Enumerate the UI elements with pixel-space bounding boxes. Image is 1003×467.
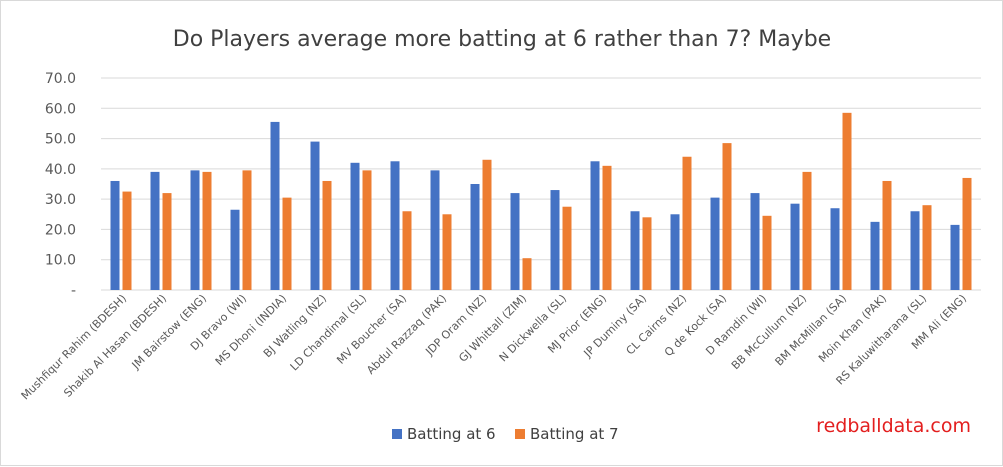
bar-batting-at-7 bbox=[122, 191, 132, 290]
x-tick-label: BM McMillan (SA) bbox=[773, 292, 850, 369]
y-tick-label: 60.0 bbox=[45, 101, 76, 117]
bar-batting-at-7 bbox=[402, 211, 412, 290]
bar-batting-at-6 bbox=[870, 221, 880, 290]
bar-batting-at-6 bbox=[950, 224, 960, 290]
x-tick-label: MS Dhoni (INDIA) bbox=[213, 292, 289, 368]
x-tick-label: LD Chandimal (SL) bbox=[288, 292, 369, 373]
bar-batting-at-7 bbox=[442, 214, 452, 290]
y-axis-ticks: - 10.0 20.0 30.0 40.0 50.0 60.0 70.0 bbox=[45, 71, 76, 299]
legend-swatch-batting-at-6 bbox=[392, 429, 402, 439]
legend-label-batting-at-6: Batting at 6 bbox=[407, 425, 496, 443]
bar-batting-at-7 bbox=[482, 159, 492, 290]
bar-batting-at-6 bbox=[710, 197, 720, 290]
bar-batting-at-6 bbox=[630, 211, 640, 290]
legend-swatch-batting-at-7 bbox=[515, 429, 525, 439]
bar-batting-at-6 bbox=[790, 203, 800, 290]
bar-batting-at-7 bbox=[682, 156, 692, 290]
bar-batting-at-6 bbox=[590, 161, 600, 290]
chart-title: Do Players average more batting at 6 rat… bbox=[173, 27, 831, 52]
bar-batting-at-6 bbox=[110, 180, 120, 290]
x-tick-label: JM Bairstow (ENG) bbox=[129, 292, 209, 372]
bar-batting-at-7 bbox=[962, 177, 972, 290]
x-axis-ticks: Mushfiqur Rahim (BDESH)Shakib Al Hasan (… bbox=[19, 292, 969, 402]
x-tick-label: N Dickwella (SL) bbox=[497, 292, 569, 364]
bar-batting-at-7 bbox=[162, 193, 172, 290]
bar-batting-at-6 bbox=[190, 170, 200, 290]
bar-batting-at-7 bbox=[602, 165, 612, 290]
y-tick-label: 20.0 bbox=[45, 222, 76, 238]
bar-batting-at-6 bbox=[910, 211, 920, 290]
x-tick-label: Moin Khan (PAK) bbox=[816, 292, 889, 365]
bar-batting-at-6 bbox=[150, 171, 160, 290]
bar-batting-at-7 bbox=[242, 170, 252, 290]
bar-batting-at-6 bbox=[390, 161, 400, 290]
x-tick-label: GJ Whittall (ZIM) bbox=[456, 292, 529, 365]
x-tick-label: BB McCullum (NZ) bbox=[729, 292, 809, 372]
bar-batting-at-7 bbox=[922, 205, 932, 290]
bar-batting-at-7 bbox=[202, 171, 212, 290]
bar-batting-at-6 bbox=[430, 170, 440, 290]
bar-batting-at-6 bbox=[510, 193, 520, 290]
bar-batting-at-7 bbox=[322, 180, 332, 290]
bar-batting-at-7 bbox=[802, 171, 812, 290]
bar-batting-at-6 bbox=[470, 184, 480, 290]
y-tick-label: - bbox=[71, 283, 76, 299]
bar-batting-at-7 bbox=[722, 143, 732, 290]
bar-batting-at-6 bbox=[670, 214, 680, 290]
bar-batting-at-6 bbox=[350, 162, 360, 290]
y-tick-label: 70.0 bbox=[45, 71, 76, 87]
bars bbox=[110, 112, 972, 291]
x-tick-label: MV Boucher (SA) bbox=[334, 292, 409, 367]
y-tick-label: 40.0 bbox=[45, 162, 76, 178]
legend: Batting at 6 Batting at 7 bbox=[392, 425, 619, 443]
bar-batting-at-7 bbox=[642, 217, 652, 290]
bar-batting-at-6 bbox=[230, 209, 240, 290]
bar-batting-at-6 bbox=[830, 208, 840, 290]
bar-batting-at-6 bbox=[310, 141, 320, 290]
bar-batting-at-7 bbox=[762, 215, 772, 290]
y-tick-label: 30.0 bbox=[45, 192, 76, 208]
bar-batting-at-7 bbox=[282, 197, 292, 290]
y-tick-label: 50.0 bbox=[45, 132, 76, 148]
bar-batting-at-7 bbox=[362, 170, 372, 290]
y-tick-label: 10.0 bbox=[45, 253, 76, 269]
bar-batting-at-7 bbox=[882, 180, 892, 290]
bar-batting-at-6 bbox=[750, 193, 760, 290]
bar-batting-at-6 bbox=[550, 190, 560, 290]
watermark-text: redballdata.com bbox=[816, 415, 971, 437]
bar-batting-at-6 bbox=[270, 121, 280, 291]
legend-label-batting-at-7: Batting at 7 bbox=[530, 425, 619, 443]
bar-batting-at-7 bbox=[842, 112, 852, 290]
bar-batting-at-7 bbox=[522, 258, 532, 290]
bar-batting-at-7 bbox=[562, 206, 572, 290]
